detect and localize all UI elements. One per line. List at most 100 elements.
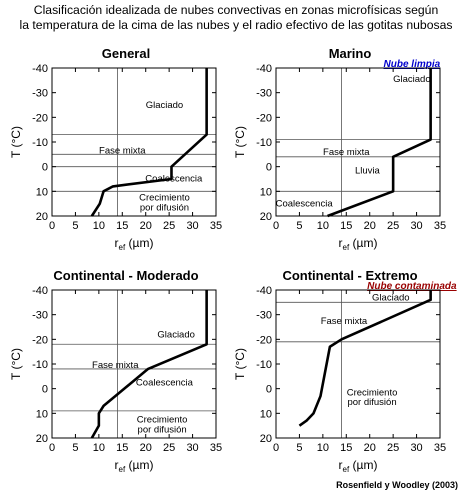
profile-line [298,290,432,427]
profile-line [90,68,208,217]
zone-label-fase-mixta: Fase mixta [323,147,370,158]
zone-label-lluvia: Lluvia [355,165,381,176]
y-tick-label: -40 [32,285,48,297]
x-tick-label: 25 [387,442,399,454]
x-tick-label: 25 [163,220,175,232]
x-tick-label: 15 [116,442,128,454]
x-axis-label: ref (µm) [115,236,154,252]
zone-label-crecimiento: Crecimiento [139,193,190,204]
zone-label-glaciado: Glaciado [146,100,184,111]
zone-label-coalescencia: Coalescencia [276,199,334,210]
y-tick-label: -10 [256,359,272,371]
x-tick-label: 35 [434,220,446,232]
y-tick-label: 10 [36,408,48,420]
x-axis-label-subscript: ef [119,465,126,474]
y-tick-label: 20 [260,211,272,223]
y-tick-label: -10 [256,137,272,149]
y-tick-label: -30 [32,88,48,100]
y-tick-label: -40 [256,63,272,75]
x-tick-label: 35 [210,220,222,232]
x-axis-label-unit: (µm) [349,458,377,472]
zone-label-por-difusion: por difusión [347,397,396,408]
x-tick-label: 0 [49,442,55,454]
zone-label-por-difusion: por difusión [140,202,189,213]
x-tick-label: 10 [93,220,105,232]
figure-title-line-1: Clasificación idealizada de nubes convec… [33,3,439,17]
x-tick-label: 10 [317,220,329,232]
y-tick-label: 0 [42,162,48,174]
y-axis-label: T (°C) [233,348,247,380]
chart-continental-moderado: Continental - Moderado 0 5 10 15 20 25 30 35 -40 -… [9,268,222,474]
y-tick-label: -30 [32,310,48,322]
y-tick-label: 20 [36,433,48,445]
x-tick-label: 20 [364,442,376,454]
x-axis-label-symbol: r [339,458,343,472]
x-tick-label: 15 [116,220,128,232]
chart-general: General 0 5 10 15 20 25 30 35 -40 -30 -20 -10 0 10 20 T … [9,46,222,252]
x-tick-label: 0 [273,220,279,232]
x-axis-label-symbol: r [339,236,343,250]
y-tick-label: 10 [36,186,48,198]
y-tick-label: -10 [32,137,48,149]
x-axis-label: ref (µm) [339,236,378,252]
zone-label-fase-mixta: Fase mixta [99,146,146,157]
y-tick-label: -20 [256,112,272,124]
zone-label-glaciado: Glaciado [393,74,431,85]
x-tick-label: 25 [387,220,399,232]
y-axis-label: T (°C) [9,126,23,158]
figure-title-line-2: la temperatura de la cima de las nubes y… [19,18,453,32]
x-axis-label-unit: (µm) [125,458,153,472]
cloud-type-tag: Nube limpia [384,59,441,70]
y-tick-label: 10 [260,186,272,198]
profile-line [327,68,432,218]
zone-label-por-difusion: por difusión [138,424,187,435]
x-axis-label-unit: (µm) [125,236,153,250]
y-axis-label: T (°C) [9,348,23,380]
y-axis-label: T (°C) [233,126,247,158]
zone-label-glaciado: Glaciado [157,329,195,340]
x-tick-label: 20 [364,220,376,232]
y-tick-label: -40 [256,285,272,297]
cloud-type-tag: Nube contaminada [367,281,457,292]
x-tick-label: 35 [434,442,446,454]
y-tick-label: -20 [32,334,48,346]
x-tick-label: 20 [140,220,152,232]
chart-marino: Marino Nube limpia 0 5 10 15 20 25 30 35 -40 -30 -20… [233,46,446,252]
figure-title: Clasificación idealizada de nubes convec… [0,3,472,33]
x-tick-label: 30 [410,220,422,232]
zone-label-crecimiento: Crecimiento [347,387,398,398]
y-tick-label: 0 [266,162,272,174]
x-tick-label: 10 [93,442,105,454]
y-tick-label: -20 [32,112,48,124]
x-tick-label: 35 [210,442,222,454]
plot-frame [275,289,441,439]
x-axis-label: ref (µm) [115,458,154,474]
y-tick-label: -20 [256,334,272,346]
x-tick-label: 10 [317,442,329,454]
y-tick-label: 10 [260,408,272,420]
x-tick-label: 15 [340,442,352,454]
x-axis-label-symbol: r [115,458,119,472]
zone-label-fase-mixta: Fase mixta [92,360,139,371]
y-tick-label: 0 [266,384,272,396]
y-tick-label: -30 [256,88,272,100]
x-tick-label: 30 [410,442,422,454]
x-tick-label: 0 [49,220,55,232]
x-axis-label-subscript: ef [119,243,126,252]
chart-title: Marino [329,46,372,61]
x-tick-label: 5 [296,442,302,454]
x-tick-label: 30 [186,220,198,232]
x-tick-label: 5 [72,442,78,454]
plot-frame [275,67,441,217]
figure-credit: Rosenfield y Woodley (2003) [336,480,458,490]
zone-label-coalescencia: Coalescencia [136,378,194,389]
x-tick-label: 5 [296,220,302,232]
plot-frame [51,67,217,217]
y-tick-label: -30 [256,310,272,322]
y-tick-label: 0 [42,384,48,396]
x-axis-label-subscript: ef [343,465,350,474]
x-tick-label: 0 [273,442,279,454]
chart-title: General [102,46,150,61]
x-tick-label: 15 [340,220,352,232]
